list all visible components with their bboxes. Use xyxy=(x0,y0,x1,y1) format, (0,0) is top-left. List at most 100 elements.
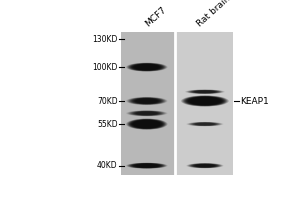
Ellipse shape xyxy=(194,164,216,167)
Ellipse shape xyxy=(132,64,162,71)
Ellipse shape xyxy=(136,111,158,115)
Ellipse shape xyxy=(133,111,160,116)
Ellipse shape xyxy=(194,164,216,167)
Ellipse shape xyxy=(193,90,217,93)
Ellipse shape xyxy=(190,122,220,126)
Ellipse shape xyxy=(135,98,159,104)
Bar xyxy=(121,32,175,175)
Ellipse shape xyxy=(191,97,219,105)
Ellipse shape xyxy=(188,90,222,94)
Ellipse shape xyxy=(131,120,163,129)
Ellipse shape xyxy=(193,122,217,126)
Ellipse shape xyxy=(128,97,166,105)
Ellipse shape xyxy=(126,110,167,116)
Text: Rat brain: Rat brain xyxy=(196,0,232,29)
Ellipse shape xyxy=(132,98,162,104)
Bar xyxy=(175,32,233,175)
Ellipse shape xyxy=(127,63,166,71)
Text: 55KD: 55KD xyxy=(97,120,118,129)
Ellipse shape xyxy=(190,163,220,168)
Ellipse shape xyxy=(185,96,224,106)
Ellipse shape xyxy=(133,163,160,168)
Ellipse shape xyxy=(128,63,166,71)
Ellipse shape xyxy=(189,90,221,94)
Ellipse shape xyxy=(186,122,224,126)
Ellipse shape xyxy=(129,97,165,105)
Ellipse shape xyxy=(136,64,158,70)
Ellipse shape xyxy=(127,110,166,116)
Ellipse shape xyxy=(129,63,165,71)
Ellipse shape xyxy=(184,96,225,106)
Ellipse shape xyxy=(189,97,221,105)
Ellipse shape xyxy=(188,163,222,168)
Ellipse shape xyxy=(131,98,163,104)
Ellipse shape xyxy=(130,98,164,104)
Ellipse shape xyxy=(127,97,166,105)
Ellipse shape xyxy=(131,111,163,116)
Ellipse shape xyxy=(182,96,228,106)
Ellipse shape xyxy=(126,63,167,72)
Ellipse shape xyxy=(195,164,215,167)
Ellipse shape xyxy=(131,64,163,71)
Ellipse shape xyxy=(130,63,164,71)
Ellipse shape xyxy=(130,119,164,129)
Ellipse shape xyxy=(134,98,160,104)
Ellipse shape xyxy=(126,163,167,169)
Ellipse shape xyxy=(132,163,162,168)
Ellipse shape xyxy=(188,97,222,105)
Ellipse shape xyxy=(128,163,166,168)
Ellipse shape xyxy=(190,97,220,105)
Ellipse shape xyxy=(134,120,160,128)
Ellipse shape xyxy=(186,90,224,94)
Text: 70KD: 70KD xyxy=(97,97,118,106)
Ellipse shape xyxy=(187,163,223,168)
Text: 130KD: 130KD xyxy=(92,35,118,44)
Ellipse shape xyxy=(192,98,218,104)
Ellipse shape xyxy=(134,111,160,115)
Ellipse shape xyxy=(187,96,223,106)
Ellipse shape xyxy=(136,121,158,128)
Ellipse shape xyxy=(188,122,222,126)
Ellipse shape xyxy=(195,123,215,125)
Ellipse shape xyxy=(186,163,224,168)
Ellipse shape xyxy=(135,64,159,70)
Ellipse shape xyxy=(190,90,220,94)
Ellipse shape xyxy=(133,64,160,70)
Ellipse shape xyxy=(127,119,166,129)
Ellipse shape xyxy=(185,90,225,94)
Ellipse shape xyxy=(135,111,159,115)
Text: 40KD: 40KD xyxy=(97,161,118,170)
Ellipse shape xyxy=(194,90,215,93)
Ellipse shape xyxy=(132,111,162,116)
Ellipse shape xyxy=(136,164,158,168)
Ellipse shape xyxy=(135,120,159,128)
Ellipse shape xyxy=(187,122,223,126)
Ellipse shape xyxy=(136,98,158,104)
Ellipse shape xyxy=(192,164,218,168)
Text: KEAP1: KEAP1 xyxy=(240,97,268,106)
Ellipse shape xyxy=(131,163,163,168)
Ellipse shape xyxy=(132,120,162,128)
Ellipse shape xyxy=(127,163,166,169)
Ellipse shape xyxy=(190,90,219,93)
Ellipse shape xyxy=(193,164,217,168)
Ellipse shape xyxy=(134,164,160,168)
Ellipse shape xyxy=(130,111,164,116)
Ellipse shape xyxy=(191,164,219,168)
Text: MCF7: MCF7 xyxy=(143,5,168,29)
Ellipse shape xyxy=(192,122,218,126)
Ellipse shape xyxy=(191,122,219,126)
Ellipse shape xyxy=(126,119,167,130)
Ellipse shape xyxy=(189,163,221,168)
Ellipse shape xyxy=(192,90,218,93)
Ellipse shape xyxy=(128,111,166,116)
Ellipse shape xyxy=(126,97,167,105)
Ellipse shape xyxy=(129,111,165,116)
Ellipse shape xyxy=(181,95,229,107)
Ellipse shape xyxy=(135,164,159,168)
Ellipse shape xyxy=(133,98,160,104)
Ellipse shape xyxy=(130,163,164,168)
Ellipse shape xyxy=(134,64,160,70)
Ellipse shape xyxy=(128,119,166,129)
Text: 100KD: 100KD xyxy=(92,63,118,72)
